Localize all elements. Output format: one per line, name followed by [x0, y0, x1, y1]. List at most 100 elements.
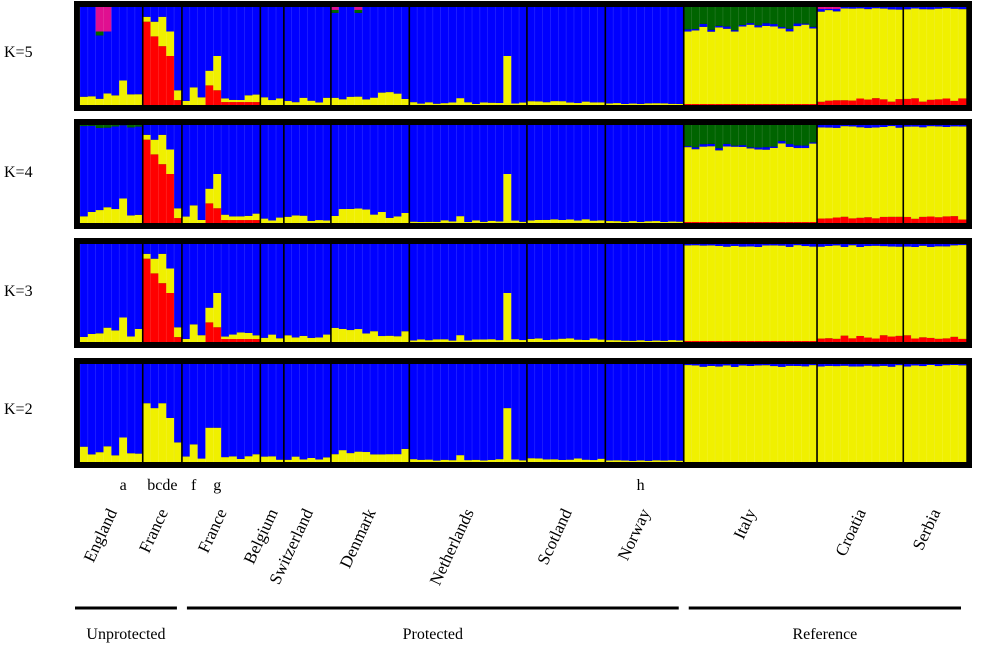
admixture-bar-k5-ind92-c1	[801, 24, 810, 105]
admixture-bar-k3-ind51-c0	[479, 244, 489, 340]
admixture-bar-k4-ind28-c1	[299, 215, 308, 223]
admixture-bar-k2-ind83-c0	[730, 364, 739, 367]
admixture-bar-k2-ind27-c0	[291, 364, 300, 457]
admixture-bar-k3-ind78-c0	[691, 244, 700, 246]
admixture-bar-k3-ind26-c1	[283, 335, 292, 342]
admixture-bar-k2-ind83-c1	[730, 366, 739, 462]
admixture-bar-k3-ind37-c1	[370, 331, 379, 342]
admixture-bar-k4-ind19-c2	[228, 220, 238, 223]
admixture-bar-k5-ind11-c1	[166, 31, 175, 56]
admixture-bar-k5-ind50-c1	[472, 103, 481, 105]
admixture-bar-k2-ind60-c1	[550, 459, 559, 462]
admixture-bar-k4-ind66-c0	[597, 125, 606, 221]
admixture-bar-k4-ind75-c0	[668, 125, 677, 222]
admixture-bar-k2-ind85-c0	[746, 364, 755, 366]
admixture-bar-k2-ind8-c1	[142, 403, 151, 462]
admixture-bar-k4-ind78-c0	[691, 147, 700, 150]
admixture-bar-k5-ind1-c1	[87, 96, 96, 105]
admixture-bar-k3-ind92-c2	[801, 341, 810, 342]
admixture-bar-k3-ind11-c1	[166, 268, 175, 293]
admixture-bar-k3-ind53-c0	[495, 244, 504, 341]
admixture-bar-k3-ind42-c0	[409, 244, 418, 341]
admixture-bar-k4-ind18-c2	[221, 220, 230, 223]
admixture-bar-k3-ind19-c2	[228, 339, 238, 342]
admixture-bar-k3-ind12-c2	[174, 337, 183, 342]
admixture-bar-k5-ind58-c1	[534, 101, 543, 105]
admixture-bar-k2-ind11-c0	[166, 364, 175, 418]
admixture-bar-k5-ind3-c1	[103, 93, 112, 105]
admixture-bar-k3-ind103-c2	[887, 336, 896, 342]
admixture-bar-k4-ind76-c0	[675, 125, 685, 222]
admixture-bar-k4-ind20-c1	[236, 216, 245, 221]
admixture-bar-k4-ind67-c0	[605, 125, 614, 222]
admixture-bar-k4-ind79-c2	[699, 222, 708, 223]
admixture-bar-k3-ind43-c0	[417, 244, 426, 340]
admixture-bar-k3-ind65-c1	[589, 338, 598, 342]
admixture-bar-k3-ind13-c1	[181, 338, 191, 342]
admixture-bar-k5-ind33-c1	[338, 99, 347, 105]
admixture-bar-k5-ind35-c1	[354, 96, 363, 105]
admixture-bar-k4-ind26-c0	[283, 125, 292, 217]
admixture-bar-k5-ind27-c0	[291, 7, 300, 103]
admixture-bar-k3-ind65-c0	[589, 244, 598, 339]
admixture-bar-k5-ind109-c0	[934, 7, 943, 9]
admixture-bar-k4-ind80-c2	[707, 222, 716, 223]
admixture-bar-k3-ind14-c0	[189, 244, 198, 325]
population-label: Norway	[614, 505, 655, 563]
admixture-bar-k3-ind59-c1	[542, 339, 551, 342]
admixture-bar-k5-ind76-c0	[675, 7, 685, 104]
admixture-bar-k5-ind88-c3	[769, 7, 779, 25]
admixture-bar-k2-ind62-c0	[566, 364, 575, 460]
admixture-bar-k3-ind80-c0	[707, 244, 716, 246]
admixture-bar-k2-ind109-c1	[934, 366, 943, 462]
admixture-bar-k3-ind74-c1	[660, 340, 669, 342]
admixture-bar-k3-ind85-c2	[746, 341, 755, 342]
admixture-bar-k5-ind4-c1	[111, 95, 120, 105]
admixture-bar-k2-ind64-c1	[581, 459, 590, 462]
admixture-bar-k5-ind95-c1	[824, 10, 834, 101]
admixture-bar-k5-ind26-c0	[283, 7, 292, 102]
admixture-bar-k3-ind44-c0	[424, 244, 434, 341]
admixture-bar-k3-ind76-c1	[675, 340, 685, 342]
admixture-bar-k4-ind77-c2	[683, 222, 692, 223]
admixture-bar-k4-ind108-c1	[926, 126, 935, 217]
admixture-bar-k5-ind71-c0	[636, 7, 645, 104]
admixture-bar-k2-ind50-c0	[472, 364, 481, 460]
admixture-bar-k3-ind53-c1	[495, 340, 504, 342]
admixture-bar-k4-ind31-c1	[323, 220, 332, 223]
admixture-bar-k2-ind35-c0	[354, 364, 363, 452]
admixture-bar-k4-ind55-c0	[511, 125, 520, 221]
admixture-bar-k2-ind91-c0	[793, 364, 802, 366]
admixture-bar-k4-ind110-c1	[942, 126, 951, 217]
admixture-bar-k2-ind35-c1	[354, 451, 363, 462]
admixture-bar-k4-ind48-c0	[456, 125, 465, 217]
admixture-bar-k3-ind26-c0	[283, 244, 292, 336]
admixture-bar-k2-ind2-c0	[95, 364, 104, 453]
admixture-bar-k4-ind98-c2	[848, 218, 857, 223]
admixture-bar-k4-ind6-c3	[127, 125, 136, 128]
admixture-bar-k2-ind106-c1	[911, 365, 920, 462]
admixture-bar-k2-ind74-c1	[660, 460, 669, 462]
population-label: Croatia	[831, 505, 870, 559]
admixture-bar-k3-ind50-c0	[472, 244, 481, 340]
admixture-bar-k2-ind7-c1	[134, 453, 144, 462]
admixture-bar-k2-ind65-c0	[589, 364, 598, 461]
admixture-bar-k5-ind67-c1	[605, 103, 614, 105]
admixture-bar-k3-ind94-c0	[817, 244, 826, 247]
admixture-bar-k3-ind4-c1	[111, 330, 120, 342]
admixture-bar-k2-ind76-c0	[675, 364, 685, 461]
admixture-bar-k2-ind19-c0	[228, 364, 238, 457]
admixture-bar-k4-ind49-c1	[464, 222, 473, 223]
admixture-bar-k2-ind8-c0	[142, 364, 151, 404]
admixture-bar-k4-ind89-c2	[777, 222, 786, 223]
admixture-bar-k3-ind10-c0	[158, 244, 167, 254]
admixture-bar-k5-ind15-c1	[197, 97, 206, 105]
admixture-bar-k4-ind32-c0	[330, 125, 340, 216]
admixture-bar-k5-ind85-c1	[746, 24, 755, 105]
admixture-bar-k4-ind106-c1	[911, 126, 920, 219]
admixture-bar-k3-ind91-c0	[793, 244, 802, 246]
admixture-bar-k2-ind100-c0	[864, 364, 873, 366]
admixture-bar-k2-ind96-c0	[832, 364, 841, 367]
admixture-bar-k4-ind53-c1	[495, 221, 504, 223]
admixture-bar-k4-ind1-c0	[87, 125, 96, 212]
